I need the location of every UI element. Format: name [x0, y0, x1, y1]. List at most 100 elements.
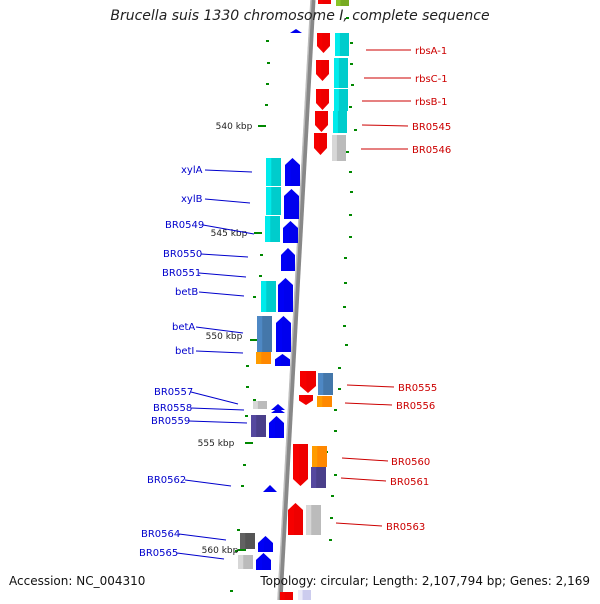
red-gene-arrow-shine — [299, 395, 306, 405]
cyan-gene-box-shine — [334, 58, 339, 88]
blue-gene-arrow-shine — [278, 278, 286, 312]
cyan-gene-box-shine — [333, 111, 338, 133]
red-gene-arrow — [315, 111, 328, 132]
blue-gene-arrow-shine — [276, 316, 284, 352]
left-gene-label: xylA — [181, 165, 203, 176]
red-gene-arrow-shine — [288, 503, 296, 535]
blue-gene-arrow-shine — [284, 189, 292, 219]
red-gene-arrow-shine — [316, 60, 323, 81]
left-gene-label: BR0562 — [147, 475, 186, 486]
green-gene-box — [336, 0, 349, 6]
summary-text: Topology: circular; Length: 2,107,794 bp… — [260, 574, 590, 588]
orange-gene-box-shine — [317, 396, 323, 407]
right-gene-leader — [346, 384, 395, 388]
gray-gene-box-shine — [332, 135, 337, 161]
blue-gene-arrow — [275, 354, 290, 366]
right-gene-label: BR0555 — [398, 383, 437, 394]
backbone-highlight — [277, 0, 312, 601]
cyan-gene-box-shine — [265, 216, 271, 242]
left-gene-leader — [184, 479, 232, 487]
kbp-label: 560 kbp — [202, 546, 239, 556]
left-gene-leader — [202, 224, 255, 235]
red-gene-arrow-shine — [300, 371, 308, 393]
blue-gene-arrow-shine — [283, 221, 291, 243]
orange-gene-box — [317, 396, 332, 407]
green-gene-box-shine — [336, 0, 341, 6]
right-gene-label: BR0556 — [396, 401, 435, 412]
cyan-gene-box-shine — [334, 89, 339, 111]
red-gene-arrow — [293, 444, 308, 486]
left-gene-leader — [200, 253, 249, 258]
blue-gene-arrow — [276, 316, 291, 352]
red-gene-arrow — [300, 371, 316, 393]
red-gene-box — [318, 0, 331, 4]
gray-gene-box-shine — [306, 505, 312, 535]
left-gene-leader — [188, 420, 248, 424]
blue-gene-arrow-shine — [281, 248, 288, 271]
right-gene-leader — [341, 457, 389, 462]
right-gene-leader — [361, 124, 409, 127]
left-gene-leader — [190, 407, 245, 411]
left-gene-leader — [204, 169, 253, 173]
kbp-label: 555 kbp — [198, 439, 235, 449]
cyan-gene-box-shine — [266, 187, 272, 215]
left-gene-leader — [190, 391, 239, 405]
red-gene-box-shine — [318, 0, 323, 4]
red-gene-arrow — [299, 395, 313, 405]
red-gene-arrow-shine — [316, 89, 323, 110]
steelblue-gene-box-shine — [257, 316, 263, 352]
kbp-label: 545 kbp — [211, 229, 248, 239]
right-gene-leader — [335, 522, 383, 527]
gray-gene-box — [253, 401, 267, 409]
kbp-label: 540 kbp — [216, 122, 253, 132]
blue-gene-arrow-shine — [269, 416, 277, 438]
left-gene-label: BR0550 — [163, 249, 202, 260]
blue-gene-arrow-shine — [258, 536, 266, 552]
lavender-gene-box — [298, 590, 311, 600]
right-gene-label: rbsB-1 — [415, 97, 448, 108]
red-gene-box — [280, 592, 293, 600]
backbone-line — [277, 0, 316, 601]
left-gene-label: BR0558 — [153, 403, 192, 414]
red-gene-arrow-shine — [314, 133, 321, 155]
cyan-gene-box-shine — [335, 33, 340, 56]
blue-gene-arrow — [284, 189, 299, 219]
darkgray-gene-box-shine — [240, 533, 246, 549]
left-gene-label: BR0565 — [139, 548, 178, 559]
orange-gene-box-shine — [256, 352, 262, 364]
cyan-gene-box-shine — [266, 158, 272, 186]
blue-gene-arrow — [269, 416, 284, 438]
blue-gene-arrow — [278, 278, 293, 312]
red-gene-arrow — [288, 503, 303, 535]
left-gene-label: betA — [172, 322, 195, 333]
gray-gene-box-shine — [238, 555, 244, 569]
left-gene-label: betB — [175, 287, 198, 298]
cyan-gene-box-shine — [261, 281, 267, 312]
gray-gene-box-shine — [253, 401, 258, 409]
left-gene-leader — [195, 350, 244, 354]
blue-gene-arrow-shine — [285, 158, 293, 186]
blue-gene-arrow — [271, 404, 285, 410]
blue-gene-arrow — [256, 553, 271, 570]
red-gene-arrow-shine — [315, 111, 322, 132]
left-gene-label: BR0557 — [154, 387, 193, 398]
right-gene-label: BR0560 — [391, 457, 430, 468]
blue-gene-arrow — [258, 536, 273, 552]
blue-gene-arrow — [263, 485, 277, 492]
accession-text: Accession: NC_004310 — [9, 574, 146, 588]
right-gene-label: rbsA-1 — [415, 46, 447, 57]
left-gene-leader — [176, 552, 225, 560]
left-gene-label: xylB — [181, 194, 203, 205]
slate-gene-box-shine — [251, 415, 257, 437]
map-title: Brucella suis 1330 chromosome I, complet… — [110, 8, 490, 24]
steelblue-gene-box-shine — [318, 373, 324, 395]
blue-gene-arrow — [271, 408, 285, 413]
orange-gene-box-shine — [312, 446, 318, 467]
blue-gene-arrow — [285, 158, 300, 186]
red-gene-arrow-shine — [317, 33, 324, 53]
right-gene-label: BR0561 — [390, 477, 429, 488]
left-gene-leader — [198, 291, 245, 297]
left-gene-label: BR0559 — [151, 416, 190, 427]
